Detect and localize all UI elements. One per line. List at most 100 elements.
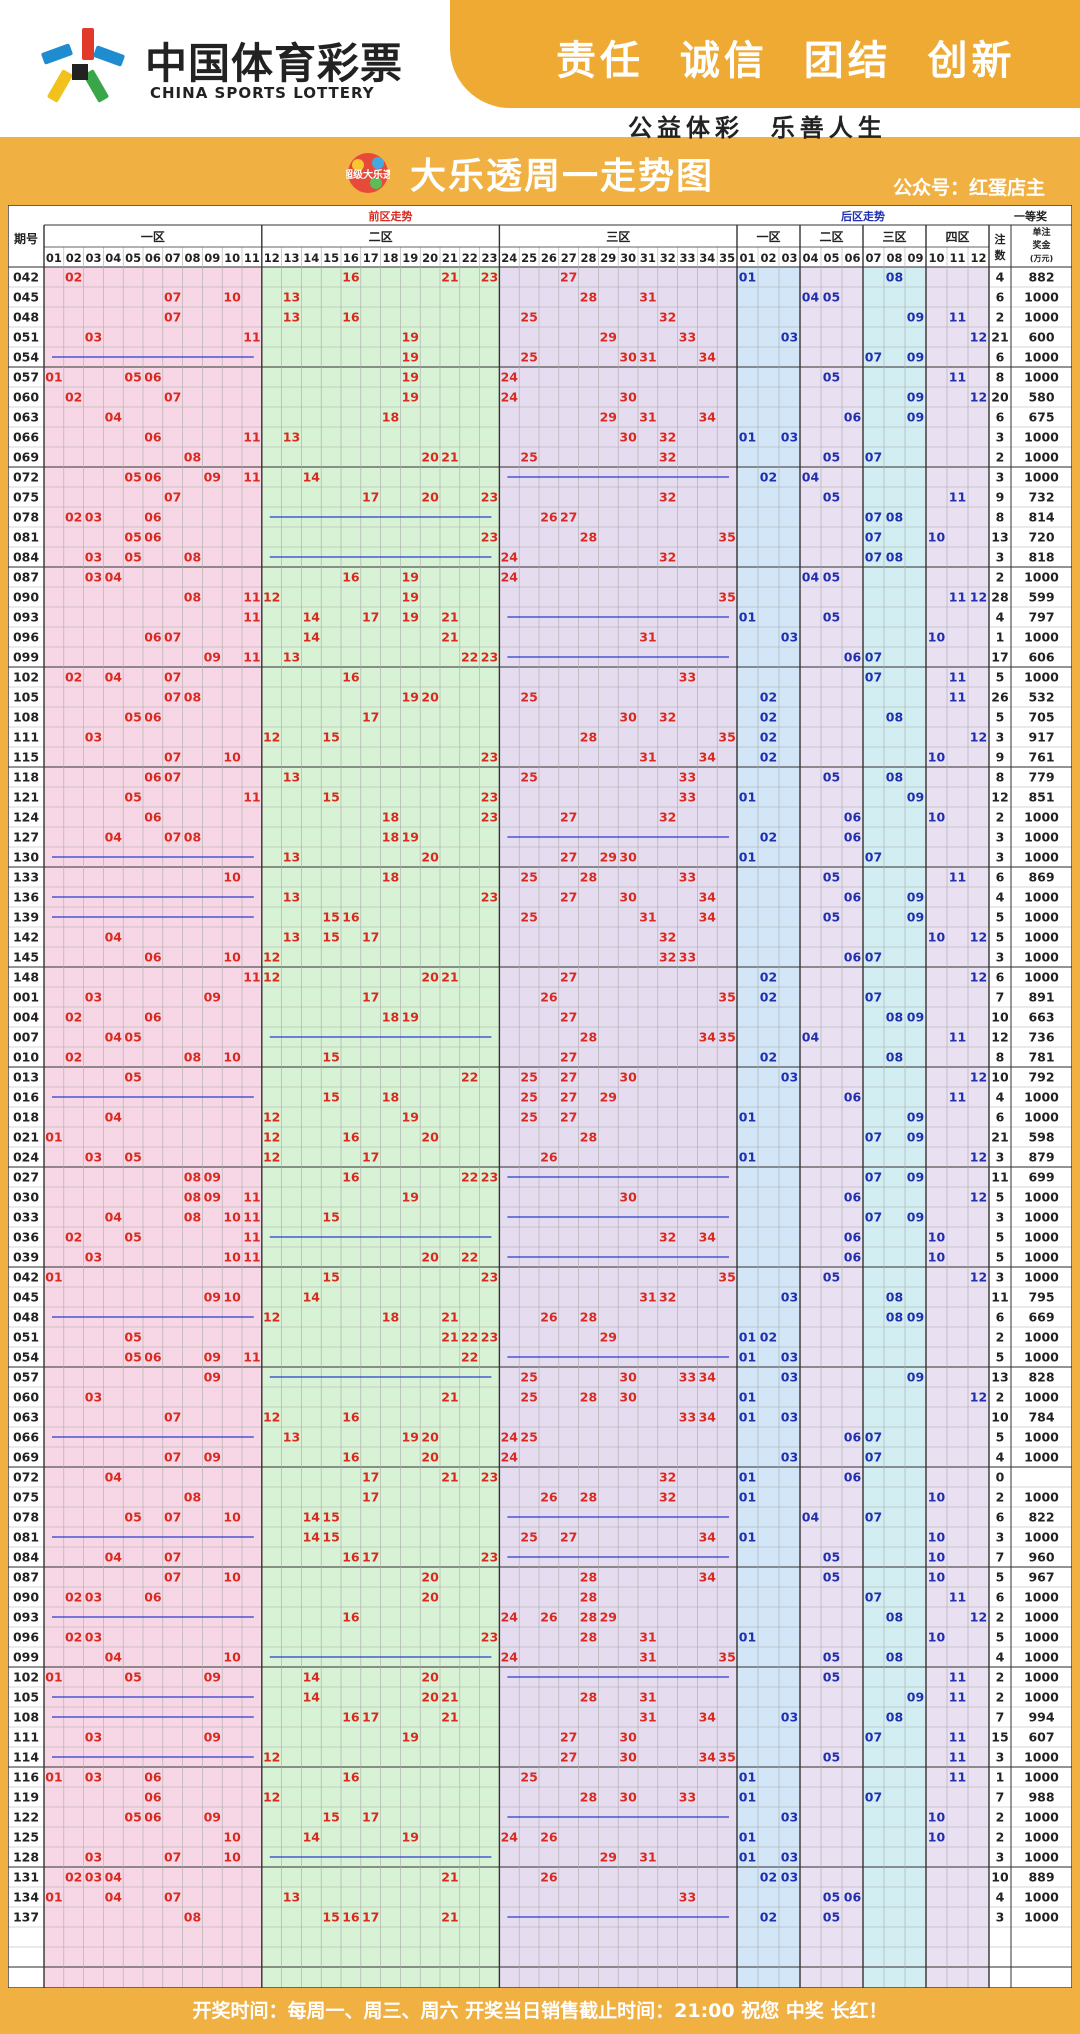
winner-count: 3: [996, 1750, 1005, 1765]
winner-count: 2: [996, 570, 1005, 585]
front-ball: 12: [263, 1110, 280, 1125]
front-ball: 09: [204, 1450, 221, 1465]
bonus-amount: 1000: [1024, 1890, 1059, 1905]
bonus-amount: 1000: [1024, 930, 1059, 945]
front-ball: 23: [481, 270, 498, 285]
back-ball: 06: [844, 830, 862, 845]
super-lotto-badge-icon: 超级大乐透: [346, 153, 390, 193]
back-ball: 04: [802, 470, 820, 485]
front-ball: 35: [718, 1030, 735, 1045]
issue-number: 078: [13, 1510, 39, 1525]
front-ball: 23: [481, 810, 498, 825]
back-ball: 08: [886, 510, 903, 525]
front-ball: 15: [322, 930, 339, 945]
bonus-amount: 1000: [1024, 310, 1059, 325]
back-ball: 07: [865, 950, 882, 965]
back-ball: 05: [823, 610, 840, 625]
front-ball: 27: [560, 1050, 577, 1065]
front-ball: 20: [421, 850, 439, 865]
front-ball: 06: [144, 1350, 162, 1365]
header: 中国体育彩票 CHINA SPORTS LOTTERY 责任 诚信 团结 创新 …: [0, 0, 1080, 142]
back-ball: 09: [907, 1310, 924, 1325]
front-ball: 03: [85, 510, 102, 525]
front-ball: 28: [580, 870, 597, 885]
winner-count: 5: [996, 1630, 1005, 1645]
front-ball: 27: [560, 1090, 577, 1105]
front-ball: 30: [619, 1790, 637, 1805]
front-ball: 08: [184, 830, 201, 845]
front-ball: 07: [164, 1850, 181, 1865]
front-ball: 10: [223, 1850, 241, 1865]
back-ball: 01: [739, 1770, 756, 1785]
back-number-header: 03: [781, 251, 797, 265]
front-ball: 35: [718, 990, 735, 1005]
issue-number: 001: [13, 990, 39, 1005]
back-ball: 08: [886, 1010, 903, 1025]
front-ball: 34: [699, 1370, 717, 1385]
front-ball: 08: [184, 1210, 201, 1225]
winner-count: 2: [996, 1330, 1005, 1345]
wechat-account: 公众号：红蛋店主: [893, 177, 1046, 199]
front-ball: 17: [362, 1710, 379, 1725]
bonus-amount: 1000: [1024, 890, 1059, 905]
back-number-header: 01: [739, 251, 755, 265]
front-ball: 22: [461, 1070, 478, 1085]
front-ball: 06: [144, 1010, 162, 1025]
bonus-amount: 675: [1028, 410, 1054, 425]
front-ball: 34: [699, 1750, 717, 1765]
bonus-amount: 1000: [1024, 1750, 1059, 1765]
front-ball: 03: [85, 730, 102, 745]
front-ball: 21: [441, 270, 458, 285]
front-ball: 07: [164, 770, 181, 785]
winner-count: 6: [996, 290, 1005, 305]
front-ball: 22: [461, 1350, 478, 1365]
front-ball: 02: [65, 510, 82, 525]
front-ball: 15: [322, 1530, 339, 1545]
front-ball: 10: [223, 1510, 241, 1525]
front-ball: 08: [184, 1490, 201, 1505]
front-ball: 04: [105, 1870, 123, 1885]
issue-number: 072: [13, 1470, 39, 1485]
front-ball: 28: [580, 1030, 597, 1045]
issue-number: 057: [13, 1370, 39, 1385]
bonus-amount: 1000: [1024, 1690, 1059, 1705]
front-ball: 11: [243, 430, 260, 445]
front-ball: 17: [362, 490, 379, 505]
front-number-header: 13: [283, 251, 299, 265]
brand-name-cn: 中国体育彩票: [145, 39, 404, 88]
issue-number: 042: [13, 270, 39, 285]
front-ball: 15: [322, 790, 339, 805]
front-ball: 23: [481, 530, 498, 545]
front-ball: 17: [362, 930, 379, 945]
back-ball: 09: [907, 1170, 924, 1185]
front-ball: 31: [639, 910, 656, 925]
back-number-header: 05: [823, 251, 839, 265]
back-ball: 08: [886, 1290, 903, 1305]
back-ball: 12: [970, 1190, 987, 1205]
front-ball: 27: [560, 1750, 577, 1765]
front-ball: 34: [699, 1030, 717, 1045]
issue-number: 122: [13, 1810, 39, 1825]
bonus-amount: 1000: [1024, 1110, 1059, 1125]
front-ball: 13: [283, 930, 300, 945]
front-ball: 08: [184, 690, 201, 705]
front-ball: 21: [441, 450, 458, 465]
front-ball: 19: [402, 1110, 419, 1125]
issue-number: 075: [13, 490, 39, 505]
issue-number: 072: [13, 470, 39, 485]
bonus-amount: 1000: [1024, 1650, 1059, 1665]
winner-count: 1: [996, 1770, 1005, 1785]
back-ball: 01: [739, 790, 756, 805]
bonus-amount: 988: [1028, 1790, 1054, 1805]
front-ball: 07: [164, 750, 181, 765]
back-ball: 12: [970, 930, 987, 945]
back-ball: 12: [970, 590, 987, 605]
back-zone4-bg: [926, 267, 989, 1988]
front-ball: 06: [144, 1790, 162, 1805]
front-ball: 35: [718, 730, 735, 745]
back-ball: 11: [949, 1690, 966, 1705]
back-ball: 02: [760, 1330, 777, 1345]
back-ball: 09: [907, 390, 924, 405]
front-number-header: 05: [125, 251, 141, 265]
back-ball: 11: [949, 1770, 966, 1785]
